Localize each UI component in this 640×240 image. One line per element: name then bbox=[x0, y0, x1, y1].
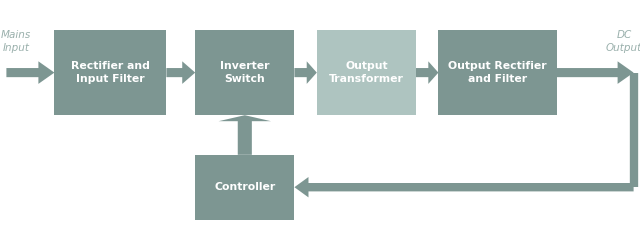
Polygon shape bbox=[294, 177, 634, 197]
Bar bbox=[195, 155, 294, 220]
Text: DC
Output: DC Output bbox=[606, 30, 640, 53]
Polygon shape bbox=[294, 61, 317, 84]
Polygon shape bbox=[166, 61, 195, 84]
Bar bbox=[317, 30, 416, 115]
Polygon shape bbox=[416, 61, 438, 84]
Text: Rectifier and
Input Filter: Rectifier and Input Filter bbox=[71, 61, 150, 84]
Text: Inverter
Switch: Inverter Switch bbox=[220, 61, 269, 84]
Polygon shape bbox=[6, 61, 54, 84]
Bar bbox=[54, 30, 166, 115]
Polygon shape bbox=[557, 61, 634, 84]
Bar bbox=[438, 30, 557, 115]
Text: Mains
Input: Mains Input bbox=[1, 30, 31, 53]
Polygon shape bbox=[219, 115, 271, 155]
Text: Controller: Controller bbox=[214, 182, 275, 192]
Text: Output
Transformer: Output Transformer bbox=[329, 61, 404, 84]
Text: Output Rectifier
and Filter: Output Rectifier and Filter bbox=[448, 61, 547, 84]
Bar bbox=[195, 30, 294, 115]
